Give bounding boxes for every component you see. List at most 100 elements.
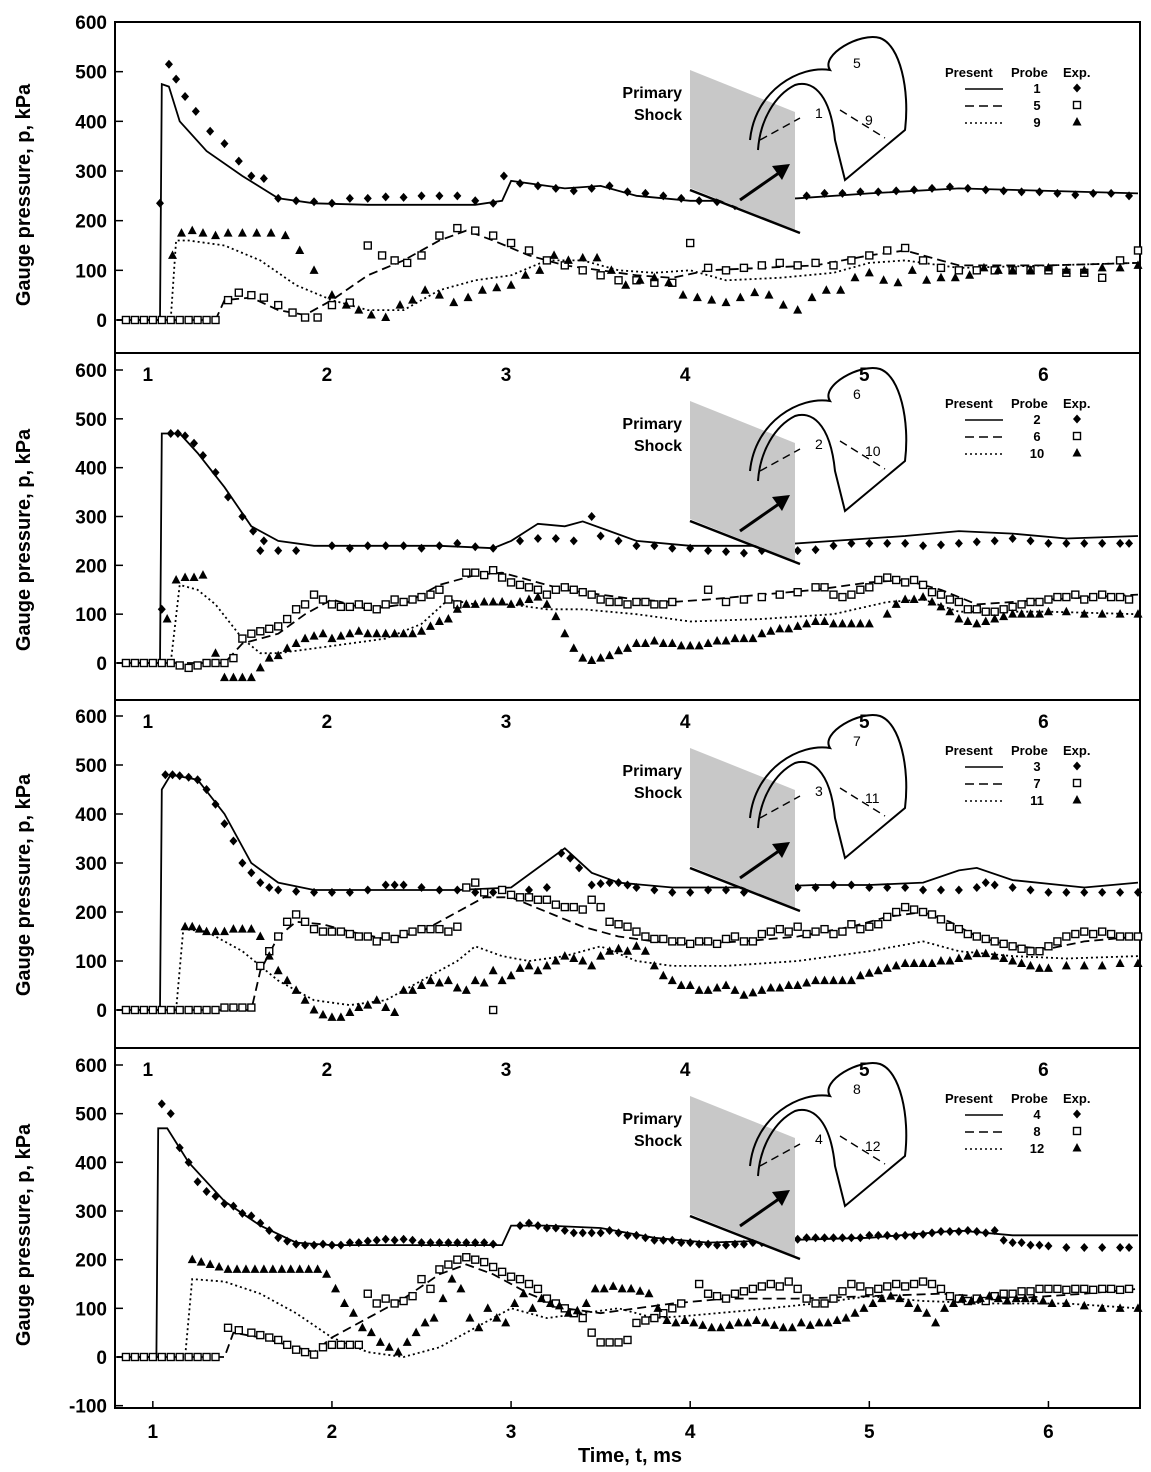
data-point-probe-5 (1133, 246, 1143, 255)
data-point-probe-11 (703, 985, 713, 994)
data-point-probe-10 (479, 596, 489, 606)
x-tick-label-top: 4 (680, 365, 691, 386)
data-point-probe-1 (172, 74, 181, 84)
data-point-probe-7 (605, 917, 614, 926)
data-point-probe-4 (632, 1230, 641, 1240)
data-point-probe-2 (1044, 538, 1053, 548)
data-point-probe-9 (592, 252, 602, 262)
inset-label-primary: Primary (622, 85, 682, 102)
data-point-probe-10 (198, 570, 208, 579)
data-point-probe-10 (748, 633, 758, 643)
data-point-probe-2 (686, 543, 695, 553)
data-point-probe-12 (957, 1293, 967, 1303)
data-point-probe-10 (1043, 606, 1053, 616)
data-point-probe-8 (497, 1267, 507, 1277)
data-point-probe-12 (626, 1283, 636, 1293)
x-tick-label-top: 3 (501, 365, 512, 386)
data-point-probe-8 (820, 1299, 829, 1308)
data-point-probe-7 (274, 932, 283, 941)
data-point-probe-10 (246, 672, 256, 682)
data-point-probe-12 (823, 1317, 833, 1327)
data-point-probe-9 (354, 305, 364, 314)
data-point-probe-6 (927, 587, 937, 597)
data-point-probe-8 (121, 1352, 131, 1362)
inset-probe-label: 11 (865, 790, 880, 806)
inset-probe-label: 8 (853, 1081, 861, 1097)
y-tick-label: 400 (75, 1153, 107, 1174)
data-point-probe-11 (506, 970, 516, 980)
data-point-probe-4 (471, 1238, 480, 1248)
data-point-probe-3 (605, 878, 614, 888)
data-point-probe-7 (981, 934, 990, 944)
legend-probe-name: 5 (1033, 98, 1040, 113)
data-point-probe-12 (545, 1298, 555, 1307)
data-point-probe-1 (399, 192, 408, 202)
data-point-probe-6 (488, 566, 498, 575)
data-point-probe-6 (569, 585, 578, 594)
data-point-probe-7 (587, 895, 596, 904)
legend-probe-name: 2 (1033, 412, 1040, 427)
data-point-probe-7 (623, 922, 632, 931)
data-point-probe-3 (1134, 887, 1142, 897)
data-point-probe-5 (829, 261, 838, 270)
data-point-probe-3 (256, 878, 265, 888)
data-point-probe-3 (381, 880, 390, 890)
data-point-probe-11 (846, 975, 856, 985)
data-point-probe-8 (694, 1279, 704, 1289)
legend-marker (1073, 1109, 1081, 1119)
inset-label-shock: Shock (634, 107, 682, 124)
data-point-probe-1 (569, 186, 578, 196)
data-point-probe-6 (945, 595, 955, 604)
data-point-probe-11 (820, 975, 830, 985)
data-point-probe-5 (757, 261, 767, 270)
data-point-probe-4 (310, 1240, 319, 1250)
data-point-probe-4 (283, 1236, 292, 1246)
data-point-probe-7 (963, 929, 973, 939)
y-tick-label: 200 (75, 556, 107, 577)
data-point-probe-9 (1026, 265, 1036, 274)
data-point-probe-12 (940, 1303, 950, 1312)
data-point-probe-10 (1079, 609, 1089, 618)
data-point-probe-8 (883, 1282, 892, 1291)
data-point-probe-10 (882, 609, 892, 618)
data-point-probe-12 (599, 1283, 609, 1293)
data-point-probe-7 (121, 1005, 131, 1015)
data-point-probe-7 (1133, 932, 1143, 941)
x-tick-label-top: 4 (680, 712, 691, 733)
dome-hidden-edge (759, 1135, 886, 1167)
data-point-probe-1 (191, 106, 200, 116)
data-point-probe-10 (237, 672, 247, 682)
legend: Present Probe Exp. 4 8 12 (945, 1091, 1090, 1156)
data-point-probe-8 (748, 1284, 758, 1294)
data-point-probe-7 (256, 961, 265, 971)
data-point-probe-1 (259, 173, 268, 183)
data-point-probe-11 (399, 985, 409, 994)
inset-probe-label: 2 (815, 436, 823, 452)
data-point-probe-7 (909, 905, 919, 914)
data-point-probe-4 (1026, 1240, 1035, 1250)
data-point-probe-11 (784, 980, 794, 989)
data-point-probe-4 (238, 1208, 247, 1218)
data-point-probe-6 (130, 658, 140, 668)
shock-tube-inset: 3 7 11 Primary Shock (622, 714, 908, 913)
data-point-probe-4 (184, 1157, 193, 1167)
data-point-probe-8 (874, 1284, 883, 1294)
data-point-probe-8 (650, 1313, 659, 1323)
data-point-probe-7 (1097, 927, 1107, 936)
data-point-probe-10 (712, 636, 722, 645)
data-point-probe-8 (802, 1294, 811, 1303)
data-point-probe-7 (1080, 927, 1089, 936)
data-point-probe-1 (963, 183, 972, 193)
data-point-probe-6 (874, 575, 883, 585)
data-point-probe-10 (533, 592, 543, 601)
data-point-probe-10 (802, 618, 812, 628)
data-point-probe-11 (694, 985, 704, 994)
data-point-probe-7 (838, 927, 847, 936)
data-point-probe-11 (578, 956, 588, 965)
data-point-probe-12 (608, 1281, 618, 1290)
data-point-probe-11 (264, 951, 274, 960)
data-point-probe-9 (223, 228, 233, 237)
data-point-probe-8 (506, 1272, 516, 1281)
data-point-probe-1 (945, 182, 954, 192)
data-point-probe-5 (936, 263, 946, 273)
